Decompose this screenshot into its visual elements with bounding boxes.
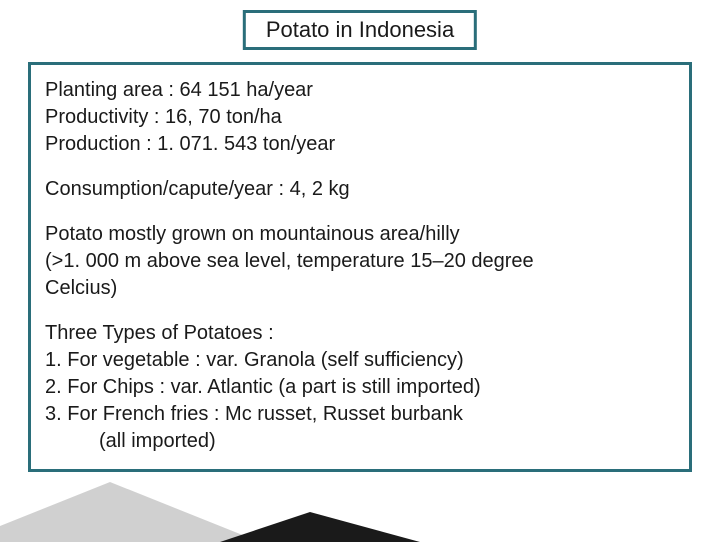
type-3-cont: (all imported) — [45, 428, 675, 455]
stat-productivity: Productivity : 16, 70 ton/ha — [45, 104, 675, 131]
stat-consumption: Consumption/capute/year : 4, 2 kg — [45, 176, 675, 203]
types-heading: Three Types of Potatoes : — [45, 320, 675, 347]
stat-planting: Planting area : 64 151 ha/year — [45, 77, 675, 104]
growing-note-l1: Potato mostly grown on mountainous area/… — [45, 221, 675, 248]
stat-production: Production : 1. 071. 543 ton/year — [45, 131, 675, 158]
type-2: 2. For Chips : var. Atlantic (a part is … — [45, 374, 675, 401]
growing-note-l3: Celcius) — [45, 275, 675, 302]
spacer — [45, 302, 675, 320]
spacer — [45, 203, 675, 221]
growing-note-l2: (>1. 000 m above sea level, temperature … — [45, 248, 675, 275]
decorative-triangle-dark — [220, 512, 420, 542]
slide-title: Potato in Indonesia — [266, 17, 454, 43]
content-box: Planting area : 64 151 ha/year Productiv… — [28, 62, 692, 472]
title-box: Potato in Indonesia — [243, 10, 477, 50]
type-3: 3. For French fries : Mc russet, Russet … — [45, 401, 675, 428]
type-1: 1. For vegetable : var. Granola (self su… — [45, 347, 675, 374]
spacer — [45, 158, 675, 176]
